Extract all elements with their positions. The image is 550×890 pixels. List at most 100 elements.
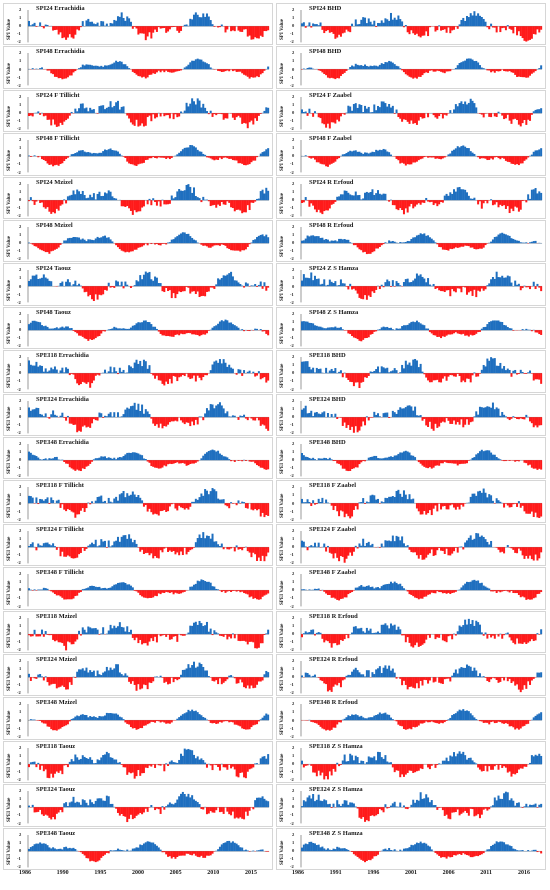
negative-bar — [39, 112, 42, 115]
negative-bar — [76, 26, 79, 30]
negative-bar — [172, 460, 175, 464]
positive-bar — [497, 234, 500, 244]
positive-bar — [391, 535, 394, 547]
negative-bar — [441, 156, 444, 159]
negative-bar — [59, 69, 62, 79]
positive-bar — [391, 496, 394, 504]
positive-bar — [401, 497, 404, 504]
negative-bar — [222, 69, 225, 73]
negative-bar — [478, 720, 481, 722]
negative-bar — [211, 156, 214, 160]
positive-bar — [510, 238, 513, 244]
negative-bar — [231, 112, 234, 118]
positive-bar — [475, 107, 478, 113]
positive-bar — [135, 409, 138, 417]
negative-bar — [430, 199, 433, 202]
negative-bar — [144, 69, 147, 79]
negative-bar — [351, 416, 354, 427]
positive-bar — [120, 106, 123, 113]
positive-bar — [135, 323, 138, 330]
positive-bar — [382, 458, 385, 461]
positive-bar — [144, 459, 147, 461]
negative-bar — [440, 69, 443, 73]
positive-bar — [115, 584, 118, 591]
negative-bar — [261, 26, 264, 37]
positive-bar — [76, 237, 79, 244]
negative-bar — [148, 546, 151, 556]
y-tick-label: 2 — [19, 658, 22, 663]
negative-bar — [326, 633, 329, 641]
positive-bar — [243, 370, 246, 374]
y-tick-label: -1 — [17, 465, 21, 471]
negative-bar — [185, 503, 188, 509]
negative-bar — [506, 156, 509, 163]
negative-bar — [57, 633, 60, 642]
positive-bar — [181, 755, 184, 764]
positive-bar — [326, 285, 329, 287]
positive-bar — [388, 240, 391, 244]
negative-bar — [334, 633, 337, 643]
positive-bar — [412, 237, 415, 244]
negative-bar — [243, 199, 246, 212]
negative-bar — [465, 286, 468, 296]
positive-bar — [345, 190, 348, 200]
negative-bar — [354, 460, 357, 468]
positive-bar — [28, 281, 30, 287]
positive-bar — [87, 587, 90, 591]
positive-bar — [495, 365, 498, 374]
negative-bar — [204, 243, 207, 246]
positive-bar — [477, 491, 480, 504]
negative-bar — [491, 720, 494, 722]
positive-bar — [118, 109, 121, 113]
positive-bar — [226, 457, 229, 461]
negative-bar — [63, 112, 66, 122]
negative-bar — [530, 460, 533, 468]
positive-bar — [362, 17, 365, 27]
positive-bar — [37, 762, 40, 764]
positive-bar — [301, 109, 303, 113]
negative-bar — [159, 156, 162, 158]
positive-bar — [87, 18, 90, 27]
positive-bar — [107, 329, 110, 330]
positive-bar — [31, 320, 34, 330]
negative-bar — [217, 156, 220, 161]
negative-bar — [178, 69, 181, 72]
negative-bar — [519, 156, 522, 164]
positive-bar — [352, 715, 355, 721]
positive-bar — [113, 625, 116, 634]
y-tick-label: 1 — [292, 666, 295, 672]
negative-bar — [224, 720, 227, 722]
positive-bar — [118, 16, 121, 27]
positive-bar — [218, 499, 221, 504]
negative-bar — [200, 199, 203, 202]
negative-bar — [395, 720, 398, 722]
negative-bar — [436, 720, 439, 724]
positive-bar — [53, 414, 56, 417]
positive-bar — [254, 284, 257, 287]
negative-bar — [432, 373, 435, 381]
positive-bar — [159, 283, 162, 287]
negative-bar — [447, 416, 450, 421]
negative-bar — [436, 590, 439, 592]
negative-bar — [172, 590, 175, 595]
negative-bar — [399, 156, 402, 164]
positive-bar — [478, 406, 481, 417]
positive-bar — [89, 107, 92, 113]
negative-bar — [328, 720, 331, 732]
positive-bar — [338, 195, 341, 200]
positive-bar — [128, 631, 131, 634]
positive-bar — [57, 500, 60, 504]
positive-bar — [265, 149, 268, 157]
positive-bar — [267, 190, 270, 200]
chart-svg — [27, 704, 270, 737]
negative-bar — [187, 503, 190, 510]
negative-bar — [475, 286, 478, 298]
negative-bar — [382, 243, 385, 245]
positive-bar — [115, 20, 118, 27]
negative-bar — [343, 590, 346, 598]
chart-svg — [300, 53, 543, 86]
positive-bar — [94, 238, 97, 244]
negative-bar — [131, 26, 134, 29]
positive-bar — [198, 534, 201, 547]
negative-bar — [419, 546, 422, 555]
